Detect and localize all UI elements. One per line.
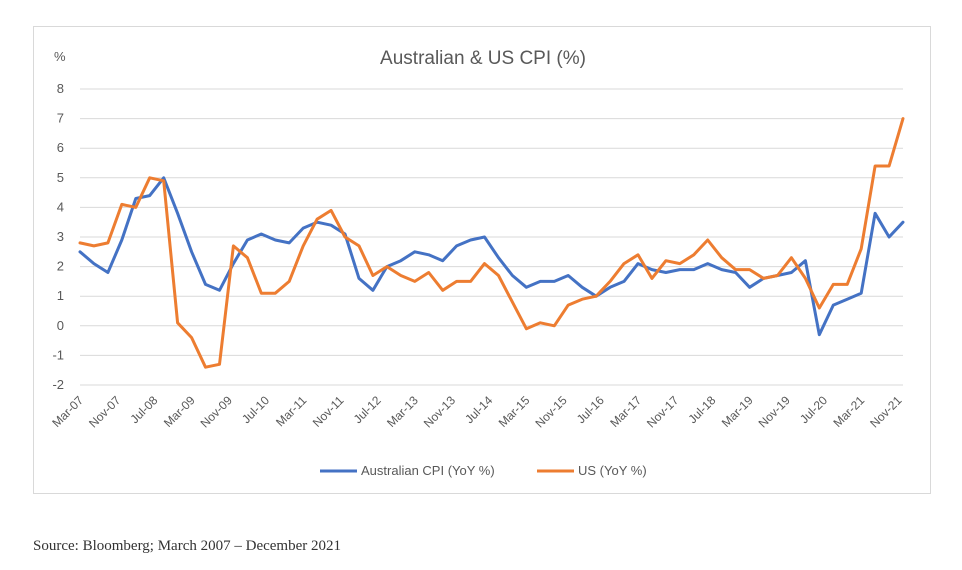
- legend-label-australian-cpi: Australian CPI (YoY %): [361, 463, 495, 478]
- y-tick-label: -2: [52, 377, 64, 392]
- x-tick-label: Mar-17: [607, 393, 644, 430]
- x-tick-label: Jul-14: [462, 393, 495, 426]
- x-tick-label: Mar-13: [384, 393, 421, 430]
- x-tick-label: Jul-20: [797, 393, 830, 426]
- x-tick-label: Jul-12: [351, 393, 384, 426]
- x-tick-label: Jul-18: [685, 393, 718, 426]
- chart-frame: Australian & US CPI (%) % -2 -1 0 1 2 3 4 5 6 7 8 …: [33, 26, 931, 494]
- y-tick-label: 1: [57, 288, 64, 303]
- y-tick-label: 7: [57, 111, 64, 126]
- legend-label-us-cpi: US (YoY %): [578, 463, 647, 478]
- y-tick-label: 5: [57, 170, 64, 185]
- chart-title: Australian & US CPI (%): [380, 48, 586, 69]
- gridlines: [80, 88, 903, 386]
- y-tick-label: 2: [57, 259, 64, 274]
- x-tick-label: Jul-16: [574, 393, 607, 426]
- x-tick-label: Nov-21: [867, 393, 904, 430]
- x-tick-label: Mar-09: [161, 393, 198, 430]
- x-tick-label: Jul-10: [239, 393, 272, 426]
- x-tick-label: Jul-08: [127, 393, 160, 426]
- x-tick-label: Nov-19: [756, 393, 793, 430]
- y-tick-label: 0: [57, 318, 64, 333]
- x-tick-label: Nov-17: [644, 393, 681, 430]
- y-tick-label: 4: [57, 199, 64, 214]
- source-note: Source: Bloomberg; March 2007 – December…: [33, 538, 341, 554]
- x-tick-label: Nov-13: [421, 393, 458, 430]
- y-axis-ticks: -2 -1 0 1 2 3 4 5 6 7 8: [52, 81, 64, 392]
- y-tick-label: 3: [57, 229, 64, 244]
- series-lines: [78, 117, 905, 369]
- chart-svg: Australian & US CPI (%) % -2-1012345678 …: [49, 48, 905, 478]
- legend: Australian CPI (YoY %) US (YoY %): [320, 463, 647, 478]
- y-tick-label: -1: [52, 347, 64, 362]
- x-tick-label: Nov-09: [198, 393, 235, 430]
- y-axis-unit-label: %: [54, 49, 66, 64]
- y-tick-label: 8: [57, 81, 64, 96]
- x-tick-label: Nov-15: [532, 393, 569, 430]
- x-tick-label: Mar-19: [719, 393, 756, 430]
- x-tick-label: Nov-11: [310, 393, 347, 430]
- x-axis-ticks: Mar-07 Nov-07 Jul-08 Mar-09 Nov-09 Jul-10 Mar-…: [49, 393, 904, 430]
- series-line-us-cpi: [78, 117, 905, 369]
- x-tick-label: Mar-11: [273, 393, 309, 429]
- x-tick-label: Mar-07: [49, 393, 86, 430]
- x-tick-label: Nov-07: [86, 393, 123, 430]
- x-tick-label: Mar-21: [830, 393, 867, 430]
- y-tick-label: 6: [57, 140, 64, 155]
- series-line-australian-cpi: [78, 176, 905, 337]
- x-tick-label: Mar-15: [496, 393, 533, 430]
